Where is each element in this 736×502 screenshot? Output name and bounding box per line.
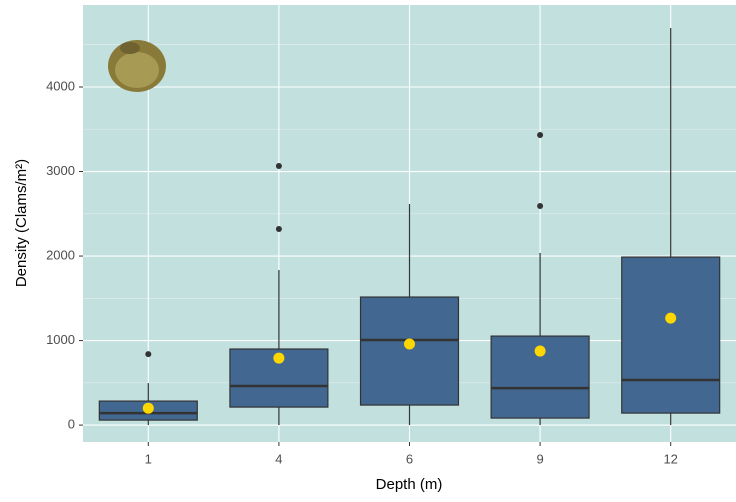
box bbox=[361, 297, 459, 405]
mean bbox=[273, 353, 284, 364]
y-tick-label: 1000 bbox=[46, 332, 75, 347]
x-tick-label: 1 bbox=[145, 451, 152, 466]
outlier bbox=[276, 163, 282, 169]
x-tick-label: 4 bbox=[275, 451, 282, 466]
x-tick-label: 9 bbox=[536, 451, 543, 466]
mean bbox=[404, 339, 415, 350]
y-tick-label: 4000 bbox=[46, 78, 75, 93]
outlier bbox=[537, 132, 543, 138]
clam-icon bbox=[108, 40, 166, 92]
x-tick-label: 6 bbox=[406, 451, 413, 466]
mean bbox=[535, 346, 546, 357]
mean bbox=[143, 403, 154, 414]
y-tick-label: 2000 bbox=[46, 247, 75, 262]
outlier bbox=[145, 351, 151, 357]
x-axis-title: Depth (m) bbox=[376, 476, 443, 493]
y-tick-label: 0 bbox=[68, 417, 75, 432]
clam-shell-band bbox=[115, 52, 159, 88]
x-tick-label: 12 bbox=[663, 451, 677, 466]
mean bbox=[665, 313, 676, 324]
box bbox=[622, 257, 720, 413]
outlier bbox=[537, 203, 543, 209]
y-tick-label: 3000 bbox=[46, 163, 75, 178]
outlier bbox=[276, 226, 282, 232]
clam-umbo bbox=[120, 42, 140, 54]
chart: Depth (m) Density (Clams/m²) 0 1000 2000 30… bbox=[0, 0, 736, 497]
y-axis-title: Density (Clams/m²) bbox=[13, 159, 30, 287]
